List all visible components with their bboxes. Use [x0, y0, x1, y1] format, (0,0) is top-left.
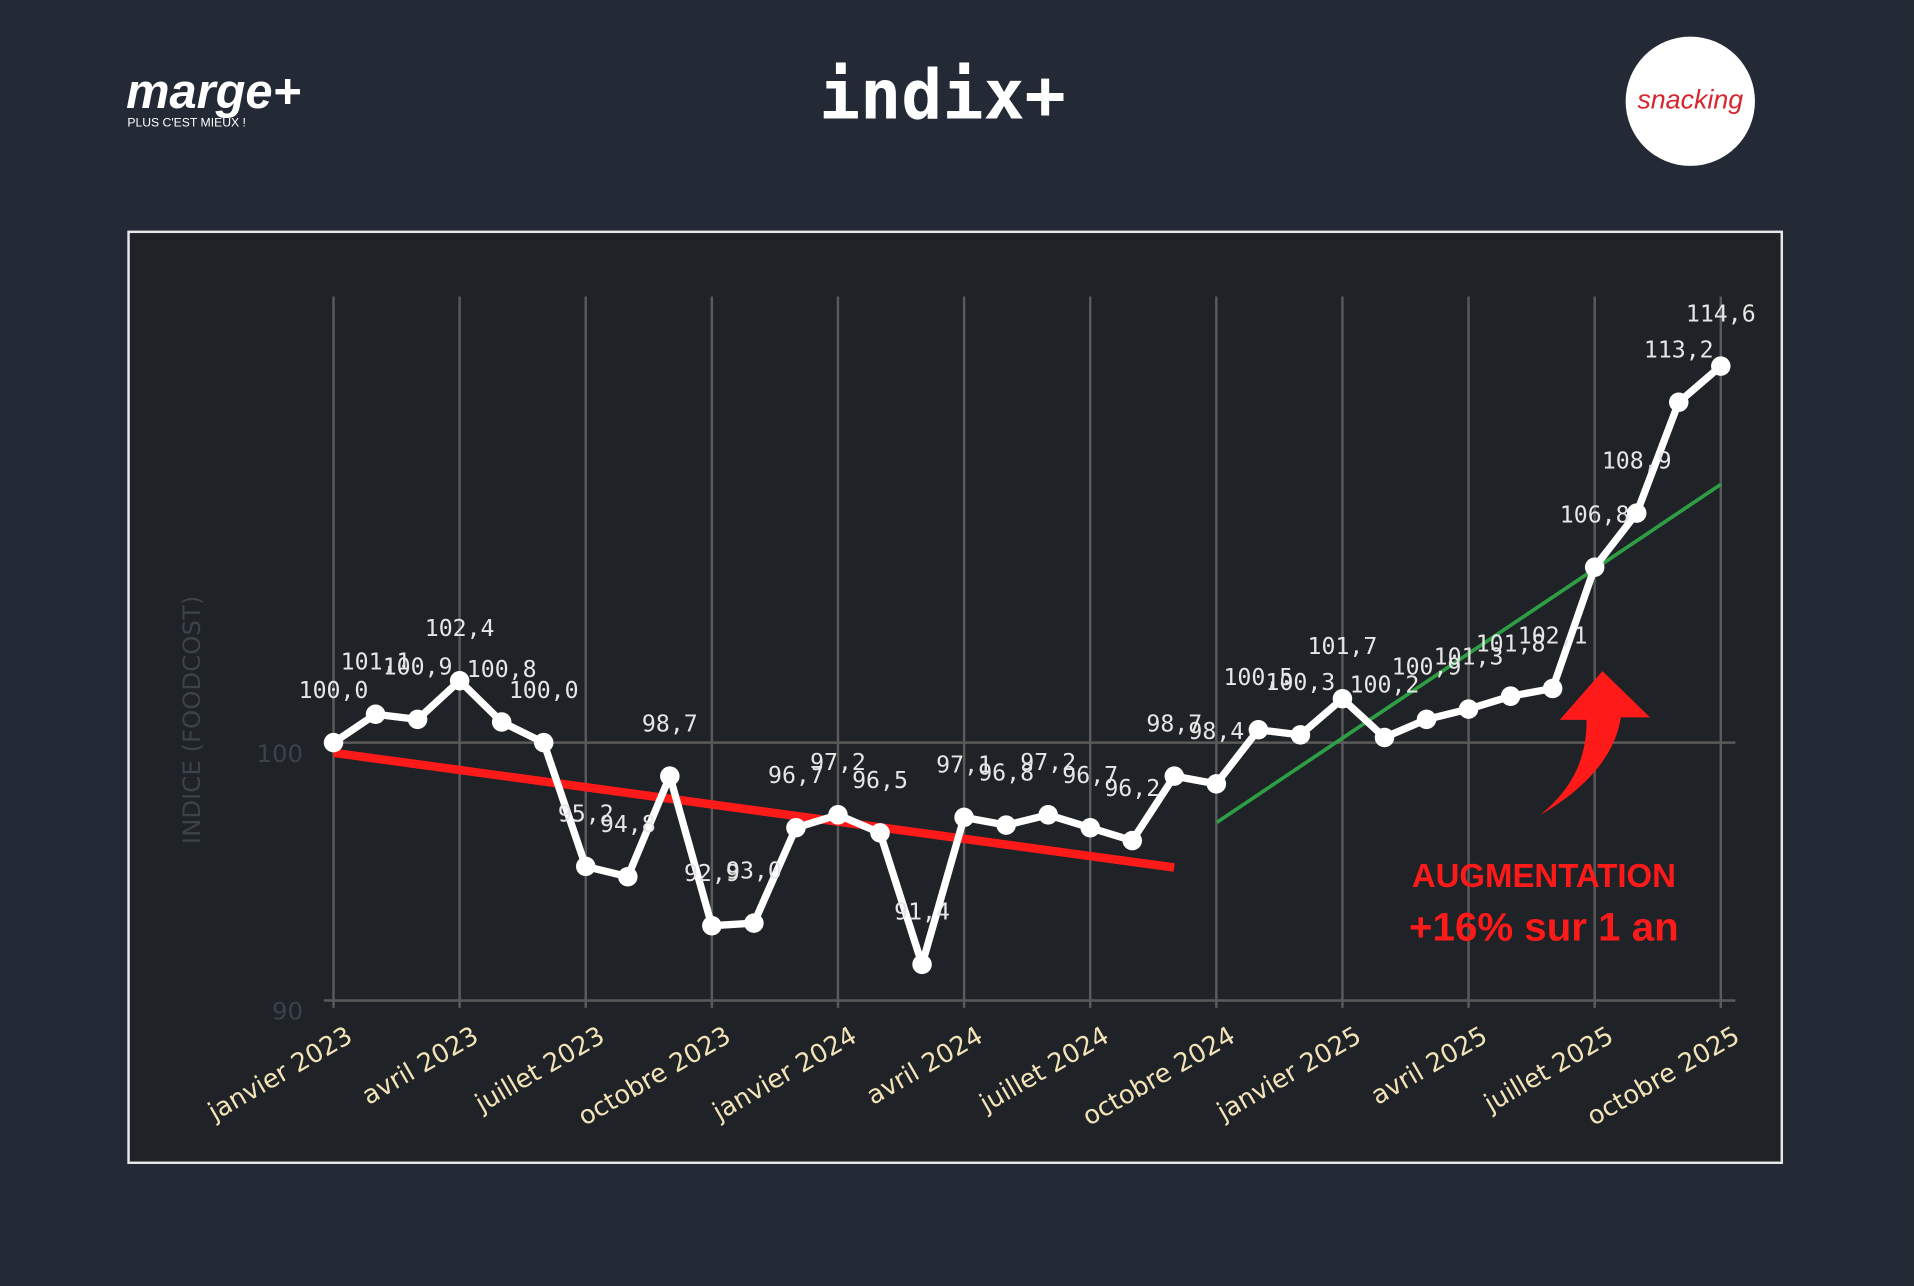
point [1542, 678, 1563, 699]
point [323, 732, 344, 753]
value-label: 97,2 [810, 749, 866, 776]
value-label: 100,9 [383, 654, 453, 681]
point [660, 766, 680, 786]
point [1416, 709, 1437, 730]
chart-frame [127, 230, 1784, 1164]
value-label: 102,4 [425, 615, 495, 642]
point [618, 866, 638, 887]
point [1584, 557, 1605, 578]
value-label: 113,2 [1644, 336, 1714, 363]
logo-indix: indix+ [819, 57, 1066, 136]
point [1206, 774, 1227, 794]
logo-tagline: PLUS C'EST MIEUX ! [127, 115, 246, 129]
value-label: 100,3 [1266, 669, 1336, 696]
value-label: 97,1 [936, 752, 992, 779]
value-label: 106,8 [1560, 502, 1630, 529]
point [1626, 503, 1647, 523]
value-label: 100,2 [1350, 672, 1420, 699]
value-label: 101,3 [1434, 643, 1504, 670]
point [1668, 392, 1689, 412]
y-axis-title: INDICE (FOODCOST) [177, 596, 206, 844]
point [1374, 727, 1395, 748]
value-label: 102,1 [1518, 623, 1588, 650]
point [1248, 719, 1269, 740]
logo-marge: marge+ [126, 65, 301, 119]
point [702, 915, 722, 936]
value-label: 100,0 [299, 677, 369, 704]
value-label: 96,7 [768, 762, 824, 789]
value-label: 101,1 [341, 649, 411, 676]
value-label: 96,2 [1104, 775, 1160, 802]
value-label: 100,5 [1223, 664, 1293, 691]
value-label: 100,9 [1392, 654, 1462, 681]
value-label: 96,5 [852, 767, 908, 794]
logo-snacking: snacking [1637, 84, 1743, 114]
point [744, 913, 764, 933]
point [912, 954, 932, 975]
y-tick-label: 90 [272, 997, 303, 1026]
y-tick-label: 100 [256, 739, 303, 768]
value-label: 101,7 [1308, 633, 1378, 660]
annotation: AUGMENTATION [1412, 857, 1676, 894]
point [954, 807, 974, 828]
value-label: 100,8 [467, 656, 537, 683]
value-label: 96,8 [978, 759, 1034, 786]
point [1332, 689, 1353, 709]
logo-circle [1625, 36, 1755, 166]
point [1122, 830, 1143, 851]
point [533, 732, 554, 753]
point [828, 805, 848, 825]
value-label: 98,7 [1146, 710, 1202, 737]
point [1500, 686, 1521, 706]
value-label: 94,8 [600, 811, 656, 838]
annotation: +16% sur 1 an [1409, 904, 1679, 949]
value-label: 100,0 [509, 677, 579, 704]
point [407, 709, 428, 730]
value-label: 101,8 [1476, 630, 1546, 657]
value-label: 98,4 [1188, 718, 1244, 745]
value-label: 95,2 [558, 801, 614, 828]
point [1290, 725, 1311, 745]
series: 100,0101,1100,9102,4100,8100,095,294,898… [299, 300, 1756, 975]
point [1080, 817, 1100, 838]
point [1458, 699, 1479, 719]
point [491, 712, 512, 732]
value-label: 93,0 [726, 857, 782, 884]
point [1038, 805, 1058, 825]
point [365, 704, 386, 725]
point [449, 670, 470, 691]
arrow [1540, 671, 1651, 816]
value-label: 108,9 [1602, 447, 1672, 474]
trend-up [1215, 482, 1722, 824]
value-label: 92,9 [684, 860, 740, 887]
point [575, 856, 596, 877]
line [331, 363, 1724, 969]
value-label: 91,4 [894, 899, 950, 926]
point [996, 815, 1016, 835]
point [870, 823, 890, 843]
value-label: 97,2 [1020, 749, 1076, 776]
point [786, 817, 806, 838]
value-label: 98,7 [642, 710, 698, 737]
value-label: 96,7 [1062, 762, 1118, 789]
value-label: 114,6 [1686, 300, 1756, 327]
point [1164, 766, 1185, 786]
trend-down [332, 748, 1175, 872]
point [1711, 356, 1731, 376]
